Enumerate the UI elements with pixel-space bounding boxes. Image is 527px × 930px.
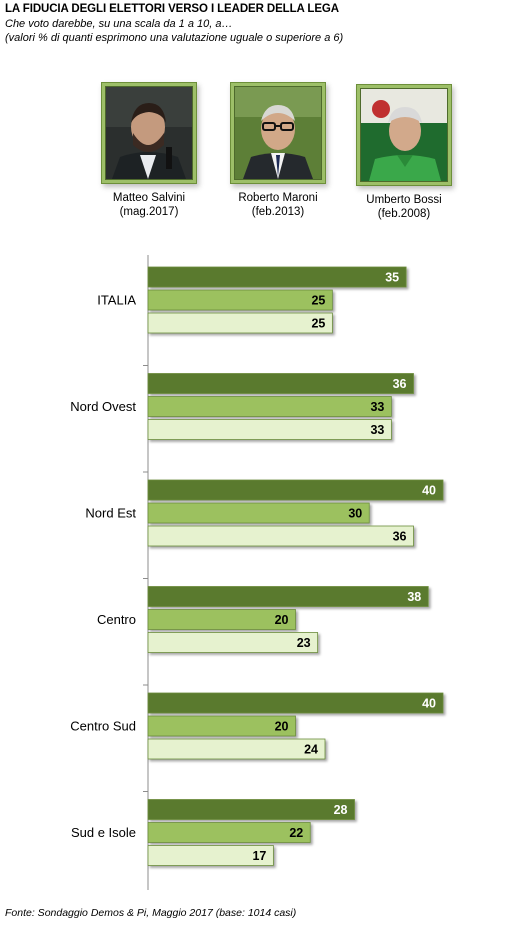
leader-photo-bossi — [360, 88, 448, 182]
category-label: Centro Sud — [70, 719, 136, 734]
data-label: 36 — [393, 377, 407, 391]
chart-note: (valori % di quanti esprimono una valuta… — [5, 32, 344, 44]
bar-salvini — [147, 479, 444, 501]
data-label: 38 — [407, 590, 421, 604]
leader-salvini: Matteo Salvini (mag.2017) — [99, 86, 199, 219]
leader-name: Umberto Bossi — [366, 194, 442, 206]
bar-salvini — [147, 266, 407, 288]
leader-photo-salvini — [105, 86, 193, 180]
bar-bossi — [147, 419, 392, 440]
chart-subtitle: Che voto darebbe, su una scala da 1 a 10… — [5, 18, 233, 30]
bar-salvini — [147, 586, 429, 607]
bar-maroni — [147, 289, 333, 311]
data-label: 35 — [385, 271, 399, 285]
data-label: 20 — [275, 613, 289, 627]
leader-photo-maroni — [234, 86, 322, 180]
data-label: 25 — [311, 317, 325, 331]
bar-maroni — [147, 396, 392, 417]
category-label: Nord Ovest — [70, 399, 136, 414]
category-label: Sud e Isole — [71, 825, 136, 840]
bar-bossi — [147, 738, 326, 760]
source-note: Fonte: Sondaggio Demos & Pi, Maggio 2017… — [5, 907, 297, 919]
bar-maroni — [147, 822, 311, 843]
category-label: Centro — [97, 612, 136, 627]
data-label: 33 — [370, 400, 384, 414]
data-label: 28 — [334, 803, 348, 817]
leader-date: (mag.2017) — [119, 206, 179, 218]
bar-bossi — [147, 312, 333, 334]
bar-maroni — [147, 609, 296, 630]
data-label: 17 — [252, 849, 266, 863]
category-label: Nord Est — [85, 506, 136, 521]
bar-chart: ITALIA 35 25 25 Nord Ovest 36 33 33 Nord Est 40 30… — [70, 255, 444, 890]
leader-date: (feb.2008) — [377, 208, 431, 220]
bar-maroni — [147, 502, 370, 524]
leader-name: Roberto Maroni — [238, 192, 318, 204]
data-label: 36 — [393, 530, 407, 544]
chart-title: LA FIDUCIA DEGLI ELETTORI VERSO I LEADER… — [5, 3, 339, 15]
bar-maroni — [147, 715, 296, 737]
data-label: 20 — [275, 720, 289, 734]
data-label: 33 — [370, 423, 384, 437]
bar-bossi — [147, 845, 274, 866]
bar-salvini — [147, 692, 444, 714]
data-label: 30 — [348, 507, 362, 521]
data-label: 40 — [422, 484, 436, 498]
leader-name: Matteo Salvini — [112, 192, 186, 204]
data-label: 40 — [422, 697, 436, 711]
data-label: 22 — [289, 826, 303, 840]
bar-salvini — [147, 373, 414, 394]
data-label: 25 — [311, 294, 325, 308]
bar-bossi — [147, 525, 414, 547]
leader-bossi: Umberto Bossi (feb.2008) — [354, 88, 454, 221]
leader-maroni: Roberto Maroni (feb.2013) — [228, 86, 328, 219]
data-label: 23 — [297, 636, 311, 650]
category-label: ITALIA — [97, 293, 136, 308]
bar-salvini — [147, 799, 355, 820]
data-label: 24 — [304, 743, 318, 757]
bar-bossi — [147, 632, 319, 653]
leader-date: (feb.2013) — [251, 206, 305, 218]
